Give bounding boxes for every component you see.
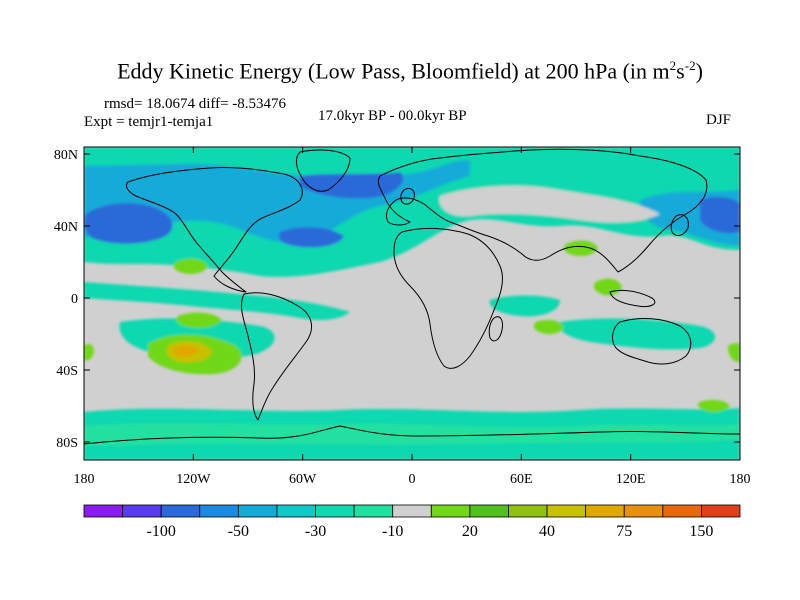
plot-title: Eddy Kinetic Energy (Low Pass, Bloomfiel… bbox=[117, 58, 703, 84]
lon-tick-label: 60E bbox=[510, 472, 533, 487]
colorbar-label: 40 bbox=[539, 523, 555, 540]
lat-tick-label: 40S bbox=[56, 364, 78, 379]
contour-cold-lobe bbox=[439, 185, 660, 223]
period-label: 17.0kyr BP - 00.0kyr BP bbox=[318, 108, 467, 124]
colorbar-swatch bbox=[662, 504, 702, 518]
lat-tick-label: 80N bbox=[54, 148, 78, 163]
longitude-axis: 180 120W 60W 0 60E 120E 180 bbox=[74, 147, 751, 487]
coastline-japan bbox=[670, 214, 689, 236]
contour-pos-2 bbox=[176, 312, 222, 328]
coastline-africa bbox=[393, 227, 503, 369]
colorbar-label: -100 bbox=[147, 523, 176, 540]
colorbar-swatch bbox=[546, 504, 587, 518]
contour-pos-1-peak bbox=[173, 345, 198, 357]
coastline-eurasia bbox=[377, 148, 708, 273]
stats-label: rmsd= 18.0674 diff= -8.53476 bbox=[104, 96, 287, 112]
colorbar-swatch bbox=[199, 504, 239, 518]
colorbar-swatch bbox=[508, 504, 548, 518]
colorbar-swatch bbox=[585, 504, 625, 518]
colorbar-swatch bbox=[276, 504, 316, 518]
contour-pos-3 bbox=[173, 258, 208, 274]
colorbar-swatch bbox=[315, 504, 355, 518]
contour-field bbox=[84, 147, 740, 460]
colorbar-label: -10 bbox=[382, 523, 403, 540]
lon-tick-label: 120W bbox=[176, 472, 211, 487]
lon-tick-label: 60W bbox=[289, 472, 317, 487]
colorbar-label: 20 bbox=[462, 523, 478, 540]
coastline-madagascar bbox=[488, 316, 503, 342]
contour-north-core-2 bbox=[300, 172, 404, 199]
season-label: DJF bbox=[706, 112, 732, 128]
lat-tick-label: 80S bbox=[56, 436, 78, 451]
coastline-greenland bbox=[295, 149, 351, 192]
contour-north-core-3 bbox=[278, 227, 344, 248]
contour-pos-7 bbox=[697, 399, 730, 413]
coastlines bbox=[84, 148, 740, 445]
colorbar-swatch bbox=[430, 504, 471, 518]
contour-south-band-2 bbox=[84, 423, 740, 446]
colorbar-label: -30 bbox=[305, 523, 326, 540]
latitude-axis: 80N 40N 0 40S 80S bbox=[54, 148, 740, 451]
colorbar-swatch bbox=[160, 504, 201, 518]
colorbar-swatch bbox=[623, 504, 664, 518]
colorbar-labels: -100 -50 -30 -10 20 40 75 150 bbox=[147, 523, 714, 540]
colorbar-swatch bbox=[701, 504, 741, 518]
coastline-north-america bbox=[125, 166, 303, 293]
coastline-australia bbox=[612, 318, 692, 365]
lon-tick-label: 120E bbox=[616, 472, 646, 487]
colorbar-swatch bbox=[237, 504, 278, 518]
colorbar-swatch bbox=[353, 504, 394, 518]
coastline-south-america bbox=[241, 292, 313, 421]
contour-atlantic-south bbox=[559, 318, 715, 350]
contour-tropical-band bbox=[84, 282, 350, 320]
lon-tick-label: 180 bbox=[74, 472, 95, 487]
contour-pos-8 bbox=[728, 343, 740, 362]
colorbar-swatch bbox=[392, 504, 432, 518]
colorbar-swatch bbox=[122, 504, 162, 518]
lat-tick-label: 40N bbox=[54, 220, 78, 235]
contour-north-core-4 bbox=[700, 197, 740, 234]
colorbar-swatch bbox=[83, 504, 123, 518]
colorbar-label: -50 bbox=[228, 523, 249, 540]
contour-pos-6 bbox=[533, 320, 564, 335]
coastline-antarctica bbox=[84, 425, 740, 445]
colorbar-label: 150 bbox=[689, 523, 713, 540]
coastline-uk bbox=[400, 187, 415, 205]
contour-north-core-1 bbox=[84, 203, 173, 244]
contour-pos-9 bbox=[84, 344, 94, 361]
lon-tick-label: 180 bbox=[730, 472, 751, 487]
lat-tick-label: 0 bbox=[71, 292, 78, 307]
colorbar-label: 75 bbox=[616, 523, 632, 540]
coastline-indonesia bbox=[609, 289, 656, 307]
lon-tick-label: 0 bbox=[409, 472, 416, 487]
contour-indian-band bbox=[489, 295, 560, 317]
colorbar bbox=[83, 504, 741, 518]
experiment-label: Expt = temjr1-temja1 bbox=[84, 114, 214, 130]
contour-pos-4 bbox=[563, 240, 598, 256]
colorbar-swatch bbox=[469, 504, 509, 518]
